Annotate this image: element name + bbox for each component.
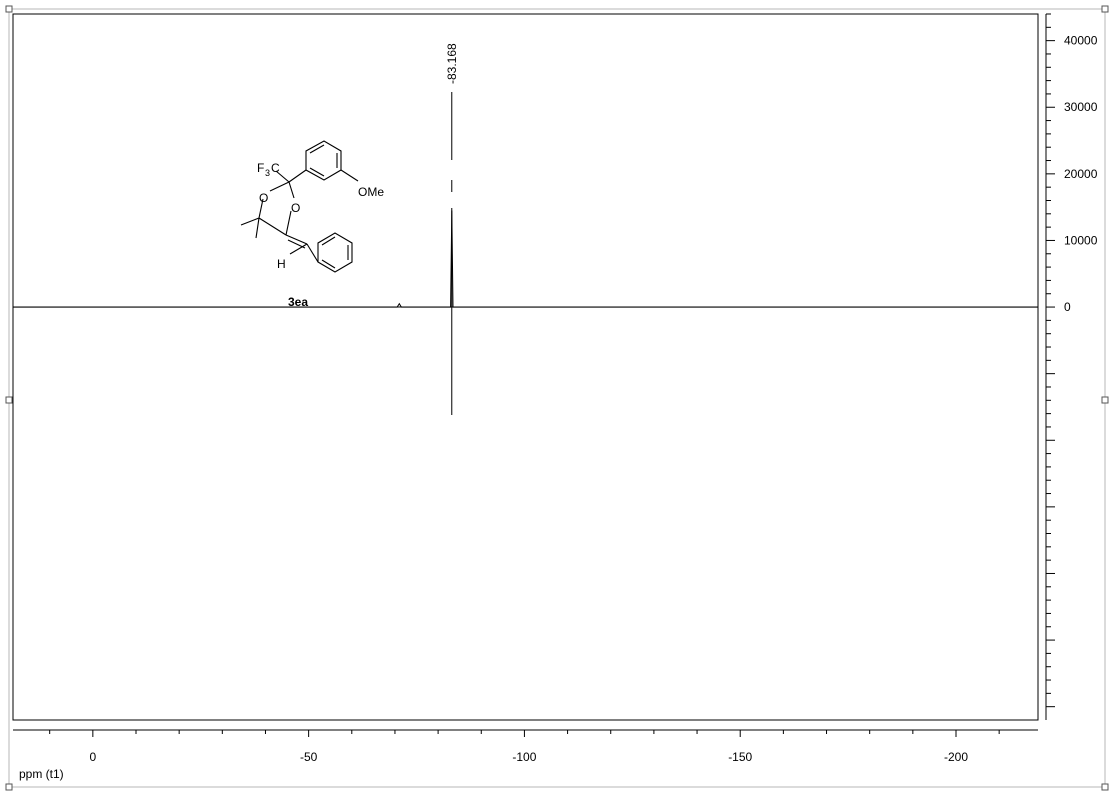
y-tick-label: 10000 xyxy=(1064,233,1098,247)
resize-handle-bl[interactable] xyxy=(5,783,13,791)
bond xyxy=(340,169,359,182)
aromatic-bond xyxy=(321,236,336,246)
f3c-label-sub: 3 xyxy=(265,168,270,178)
oxygen-label-1: O xyxy=(259,191,268,205)
x-axis-title: ppm (t1) xyxy=(19,767,64,781)
peak-label: -83.168 xyxy=(445,43,459,84)
plot-frame xyxy=(12,13,1039,721)
y-axis-ticks: 0 10000 20000 30000 40000 xyxy=(1046,13,1098,708)
bond xyxy=(258,217,287,236)
resize-handle-br[interactable] xyxy=(1101,783,1109,791)
aryl-ring-top xyxy=(305,140,342,181)
aromatic-bond xyxy=(309,144,325,154)
x-tick-label: -150 xyxy=(728,750,752,764)
y-tick-label: 40000 xyxy=(1064,34,1098,48)
peak-labels: -83.168 xyxy=(445,43,459,415)
bond xyxy=(288,181,295,199)
bond xyxy=(306,243,319,263)
bond xyxy=(269,181,290,192)
resize-handle-ml[interactable] xyxy=(5,396,13,404)
f3c-label-c: C xyxy=(271,161,280,175)
methoxy-label: OMe xyxy=(358,185,384,199)
resize-handle-mr[interactable] xyxy=(1101,396,1109,404)
bond xyxy=(275,170,290,183)
resize-handle-tr[interactable] xyxy=(1101,5,1109,13)
bond xyxy=(289,243,308,255)
aromatic-bond xyxy=(321,259,336,269)
x-axis-ticks: 0 -50 -100 -150 -200 xyxy=(49,730,1000,764)
y-tick-label: 0 xyxy=(1064,300,1071,314)
phenyl-ring xyxy=(317,232,353,273)
selection-frame xyxy=(8,8,1106,788)
x-tick-label: -200 xyxy=(944,750,968,764)
f3c-label-f: F xyxy=(257,161,264,175)
oxygen-label-2: O xyxy=(291,201,300,215)
structure-labels: F 3 C O O OMe H 3ea xyxy=(257,161,384,309)
hydrogen-label: H xyxy=(277,257,286,271)
x-tick-label: -50 xyxy=(300,750,318,764)
x-tick-label: -100 xyxy=(512,750,536,764)
bond xyxy=(240,217,260,226)
chemical-structure xyxy=(240,140,359,273)
bond xyxy=(288,169,307,183)
bond xyxy=(258,198,264,219)
bond xyxy=(285,234,308,245)
spectrum-trace xyxy=(13,210,1038,308)
compound-label: 3ea xyxy=(288,295,308,309)
y-tick-label: 20000 xyxy=(1064,167,1098,181)
aromatic-bond xyxy=(309,167,325,177)
x-tick-label: 0 xyxy=(89,750,96,764)
y-tick-label: 30000 xyxy=(1064,100,1098,114)
bond xyxy=(285,210,292,236)
bond xyxy=(255,217,260,239)
resize-handle-tl[interactable] xyxy=(5,5,13,13)
